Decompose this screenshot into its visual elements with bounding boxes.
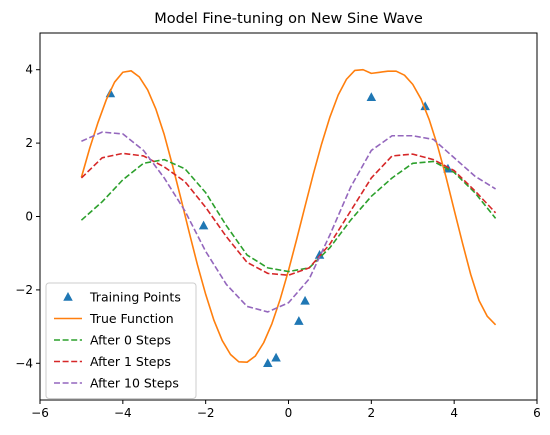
after-0-steps-line xyxy=(80,158,497,273)
true-function-line xyxy=(80,68,497,364)
y-tick-label: 4 xyxy=(25,63,33,77)
legend-label: True Function xyxy=(89,311,174,326)
x-tick-label: −6 xyxy=(31,406,49,420)
legend: Training Points True Function After 0 Step… xyxy=(45,282,197,399)
series-layer xyxy=(80,68,497,368)
x-tick-label: 2 xyxy=(368,406,376,420)
x-tick-label: −4 xyxy=(114,406,132,420)
x-tick-label: 6 xyxy=(533,406,541,420)
training-point xyxy=(263,358,273,368)
training-points-series xyxy=(105,88,453,368)
legend-label: After 1 Steps xyxy=(90,354,171,369)
legend-label: After 0 Steps xyxy=(90,333,171,348)
after-10-steps-line xyxy=(81,131,497,313)
y-tick-label: −4 xyxy=(15,356,33,370)
y-axis: −4 −2 0 2 4 xyxy=(15,63,40,370)
y-tick-label: 2 xyxy=(25,136,33,150)
training-point xyxy=(271,352,281,362)
legend-box xyxy=(45,282,197,399)
training-point xyxy=(198,220,209,230)
x-axis: −6 −4 −2 0 2 4 6 xyxy=(31,400,541,420)
training-point xyxy=(294,316,304,325)
x-tick-label: −2 xyxy=(197,406,215,420)
x-tick-label: 4 xyxy=(450,406,458,420)
y-tick-label: 0 xyxy=(25,210,33,224)
training-point xyxy=(366,92,377,101)
chart-title: Model Fine-tuning on New Sine Wave xyxy=(154,11,423,27)
legend-label: Training Points xyxy=(89,290,181,305)
training-point xyxy=(314,250,325,259)
y-tick-label: −2 xyxy=(15,283,33,297)
legend-marker xyxy=(63,292,73,301)
training-point xyxy=(420,101,430,111)
x-tick-label: 0 xyxy=(285,406,293,420)
legend-label: After 10 Steps xyxy=(90,376,179,391)
training-point xyxy=(300,295,310,305)
after-1-steps-line xyxy=(80,152,497,277)
